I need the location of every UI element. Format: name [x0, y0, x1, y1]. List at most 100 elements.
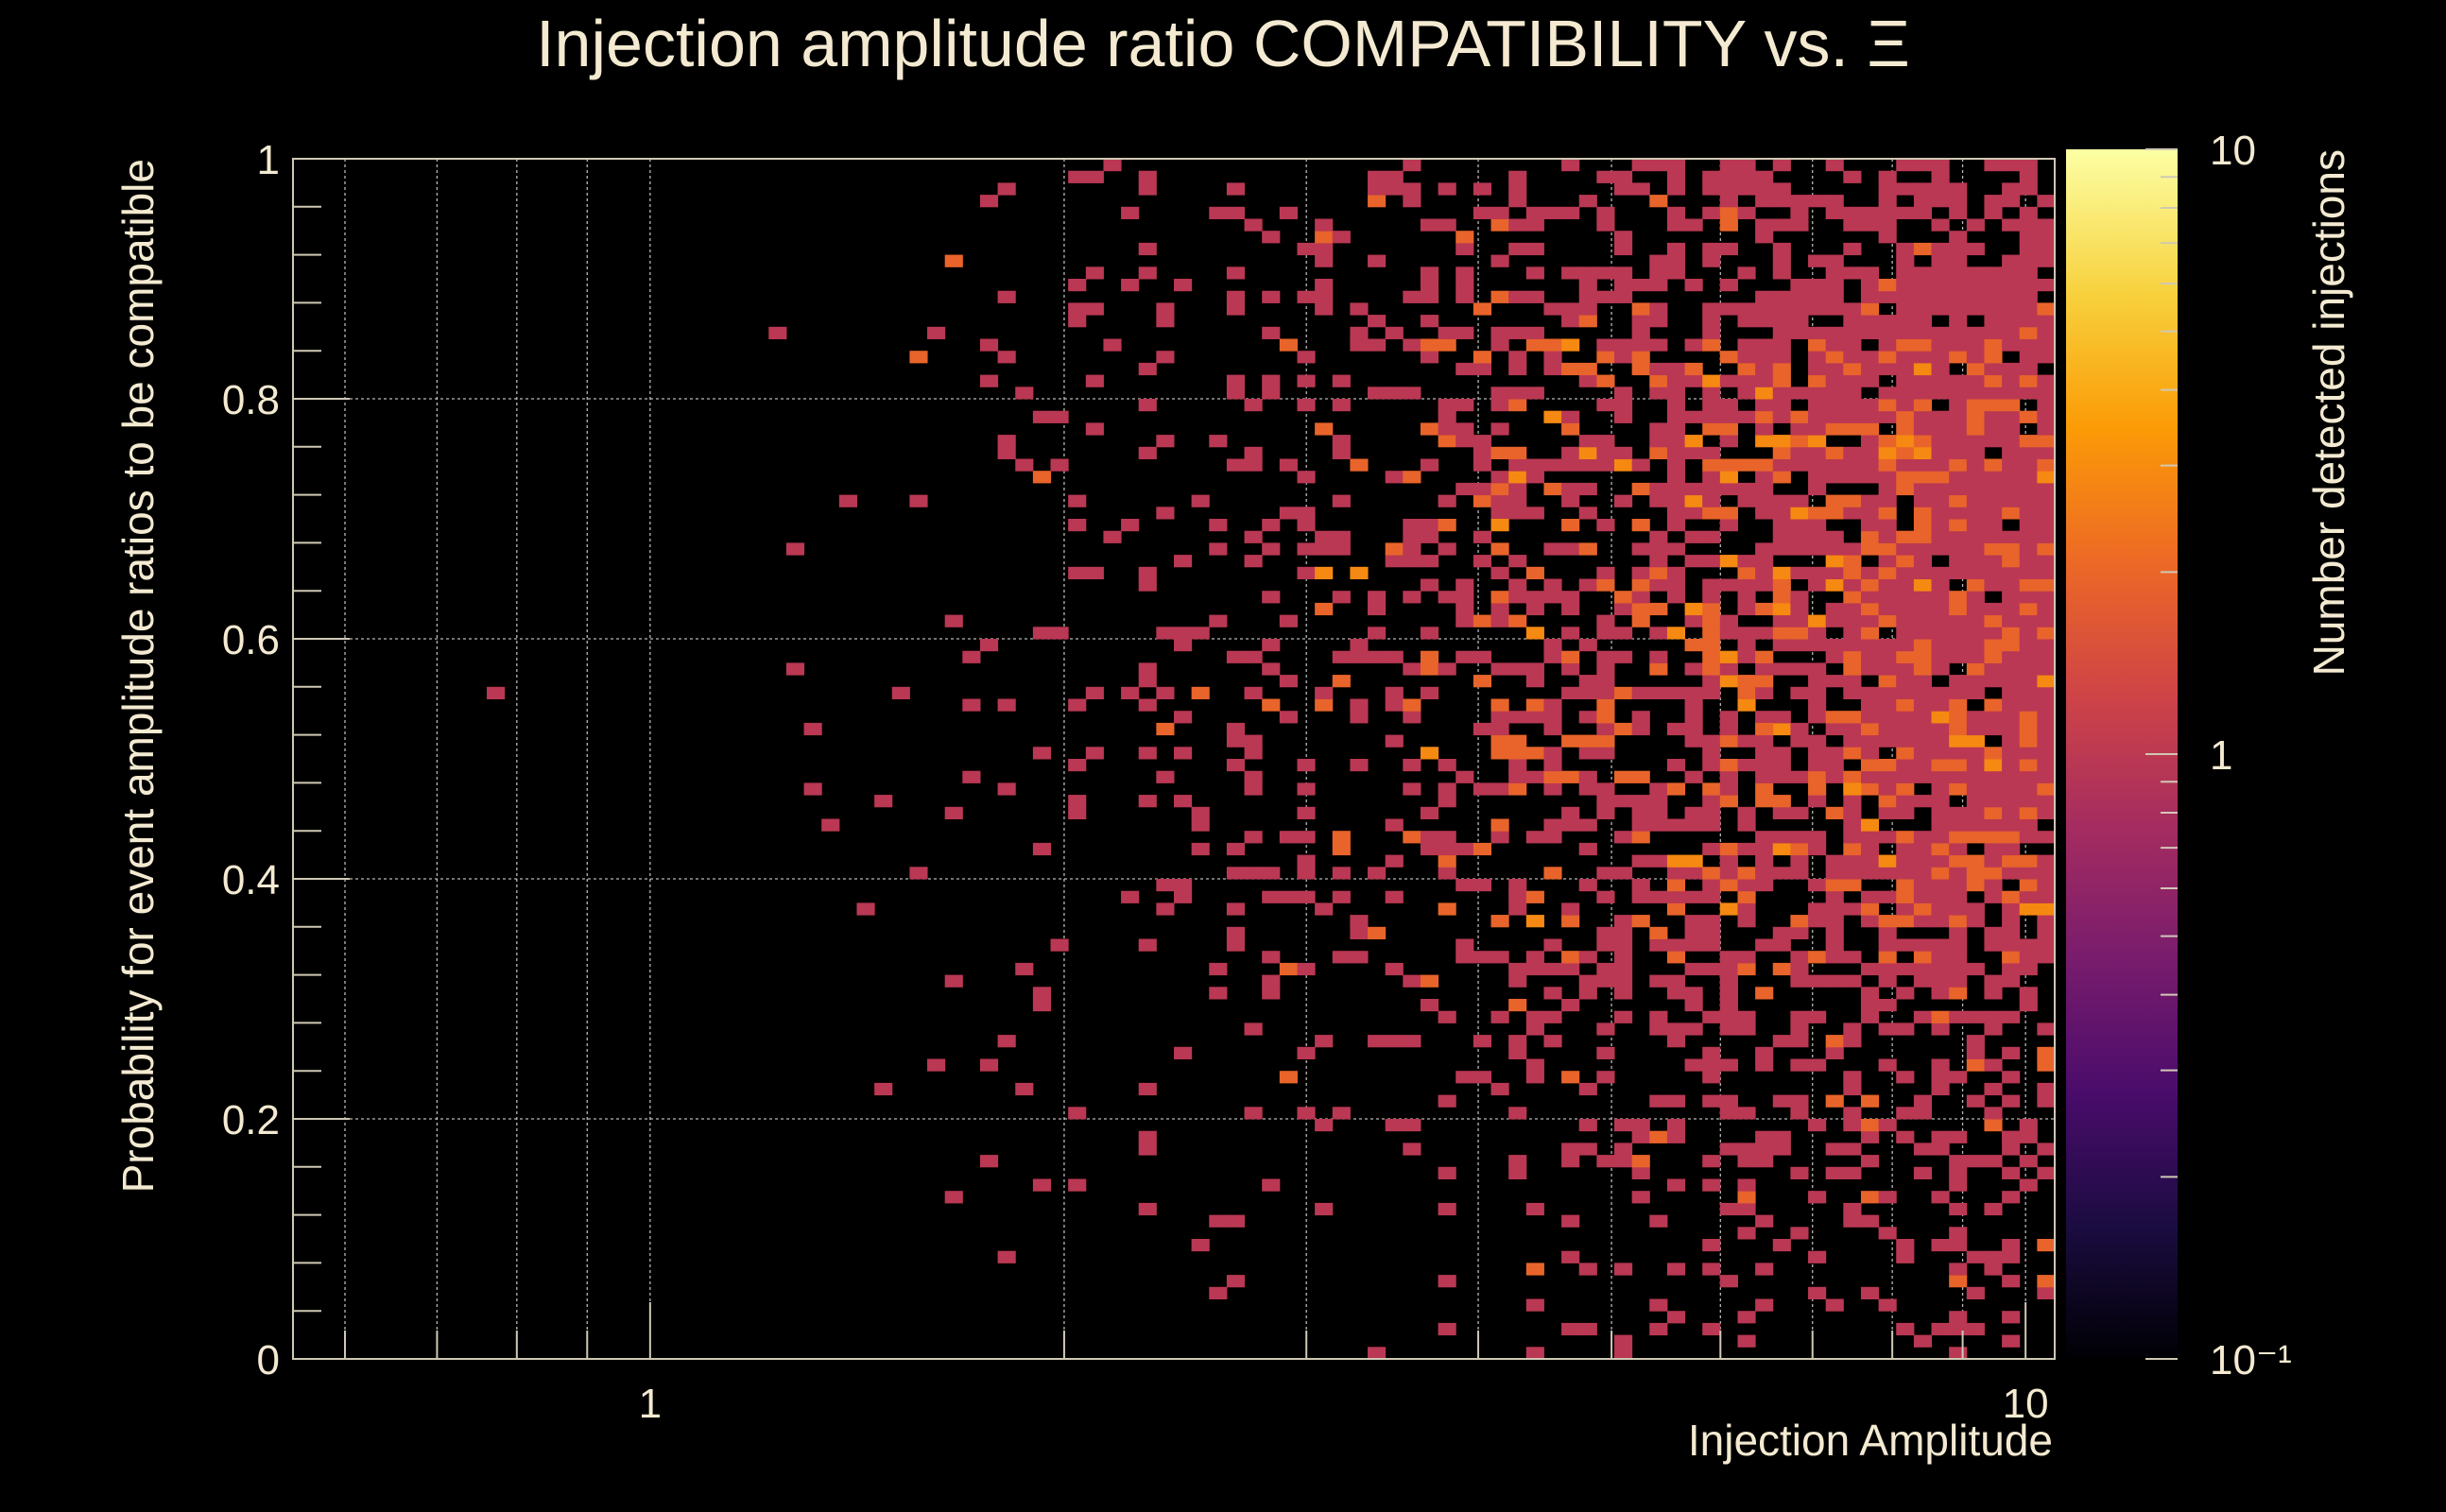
heatmap-cell: [1403, 1035, 1421, 1048]
heatmap-cell: [1808, 482, 1827, 496]
heatmap-cell: [1860, 818, 1880, 832]
heatmap-cell: [1949, 435, 1968, 448]
heatmap-cell: [1860, 471, 1880, 484]
heatmap-cell: [1719, 519, 1738, 532]
heatmap-cell: [1931, 698, 1950, 712]
heatmap-cell: [1649, 1094, 1668, 1108]
heatmap-cell: [1332, 951, 1351, 964]
heatmap-cell: [2037, 315, 2056, 328]
heatmap-cell: [1860, 519, 1880, 532]
heatmap-cell: [1368, 315, 1387, 328]
heatmap-cell: [1719, 770, 1738, 783]
heatmap-cell: [1843, 627, 1862, 640]
heatmap-cell: [1860, 218, 1880, 232]
heatmap-cell: [1666, 494, 1686, 507]
heatmap-cell: [2019, 507, 2038, 520]
heatmap-cell: [1262, 374, 1281, 387]
heatmap-cell: [1438, 662, 1456, 676]
heatmap-cell: [1984, 890, 2003, 903]
heatmap-cell: [1508, 351, 1527, 364]
heatmap-cell: [2002, 747, 2021, 760]
heatmap-cell: [1473, 879, 1492, 892]
heatmap-cell: [1966, 266, 1985, 280]
heatmap-cell: [1508, 326, 1527, 339]
heatmap-cell: [2002, 254, 2021, 267]
heatmap-cell: [1226, 650, 1246, 663]
heatmap-cell: [1755, 566, 1774, 579]
heatmap-cell: [1860, 1286, 1880, 1299]
heatmap-cell: [1596, 806, 1615, 819]
heatmap-cell: [1456, 242, 1474, 256]
heatmap-cell: [1949, 494, 1968, 507]
heatmap-cell: [1860, 315, 1880, 328]
heatmap-cell: [1191, 627, 1210, 640]
heatmap-cell: [1332, 831, 1351, 844]
heatmap-cell: [1191, 494, 1210, 507]
heatmap-cell: [1790, 315, 1809, 328]
heatmap-cell: [2037, 770, 2056, 783]
heatmap-cell: [1808, 795, 1827, 808]
heatmap-cell: [2019, 639, 2038, 652]
heatmap-cell: [1755, 471, 1774, 484]
heatmap-cell: [1737, 578, 1756, 592]
heatmap-cell: [1297, 831, 1316, 844]
heatmap-cell: [1896, 795, 1915, 808]
heatmap-cell: [1825, 926, 1844, 939]
heatmap-cell: [1896, 747, 1915, 760]
heatmap-cell: [1949, 602, 1968, 616]
heatmap-cell: [1666, 566, 1686, 579]
heatmap-cell: [1614, 722, 1633, 736]
heatmap-cell: [1808, 1010, 1827, 1023]
heatmap-cell: [1896, 266, 1915, 280]
heatmap-cell: [1226, 842, 1246, 856]
heatmap-cell: [1543, 338, 1562, 352]
heatmap-cell: [1772, 1094, 1791, 1108]
heatmap-cell: [1596, 446, 1615, 459]
heatmap-cell: [1772, 602, 1791, 616]
heatmap-cell: [1596, 519, 1615, 532]
heatmap-cell: [1913, 374, 1933, 387]
heatmap-cell: [1649, 854, 1668, 868]
heatmap-cell: [1543, 711, 1562, 724]
heatmap-cell: [2002, 759, 2021, 772]
heatmap-cell: [1808, 362, 1827, 376]
heatmap-cell: [1719, 1010, 1738, 1023]
heatmap-cell: [1825, 650, 1844, 663]
heatmap-cell: [1931, 951, 1950, 964]
heatmap-cell: [1649, 650, 1668, 663]
heatmap-cell: [1525, 591, 1544, 604]
heatmap-cell: [1737, 555, 1756, 568]
heatmap-cell: [1578, 458, 1597, 472]
heatmap-cell: [1596, 351, 1615, 364]
heatmap-cell: [1966, 650, 1985, 663]
heatmap-cell: [2019, 806, 2038, 819]
heatmap-cell: [1649, 422, 1668, 436]
heatmap-cell: [1368, 602, 1387, 616]
heatmap-cell: [1174, 795, 1193, 808]
heatmap-cell: [1949, 675, 1968, 688]
heatmap-cell: [1931, 494, 1950, 507]
heatmap-cell: [1719, 302, 1738, 316]
heatmap-cell: [1525, 915, 1544, 928]
heatmap-cell: [1949, 302, 1968, 316]
heatmap-cell: [1332, 374, 1351, 387]
heatmap-cell: [1913, 578, 1933, 592]
heatmap-cell: [1966, 387, 1985, 400]
heatmap-cell: [1984, 639, 2003, 652]
heatmap-cell: [1896, 938, 1915, 952]
heatmap-cell: [1226, 1275, 1246, 1288]
heatmap-cell: [1808, 915, 1827, 928]
heatmap-cell: [1931, 302, 1950, 316]
heatmap-cell: [2002, 915, 2021, 928]
heatmap-cell: [1966, 362, 1985, 376]
heatmap-cell: [1490, 602, 1509, 616]
heatmap-cell: [1578, 686, 1597, 699]
heatmap-cell: [1878, 711, 1897, 724]
heatmap-cell: [1508, 218, 1527, 232]
heatmap-cell: [1860, 446, 1880, 459]
heatmap-cell: [1860, 507, 1880, 520]
heatmap-cell: [1543, 770, 1562, 783]
heatmap-cell: [1790, 494, 1809, 507]
heatmap-cell: [1508, 747, 1527, 760]
heatmap-cell: [1138, 1143, 1157, 1156]
